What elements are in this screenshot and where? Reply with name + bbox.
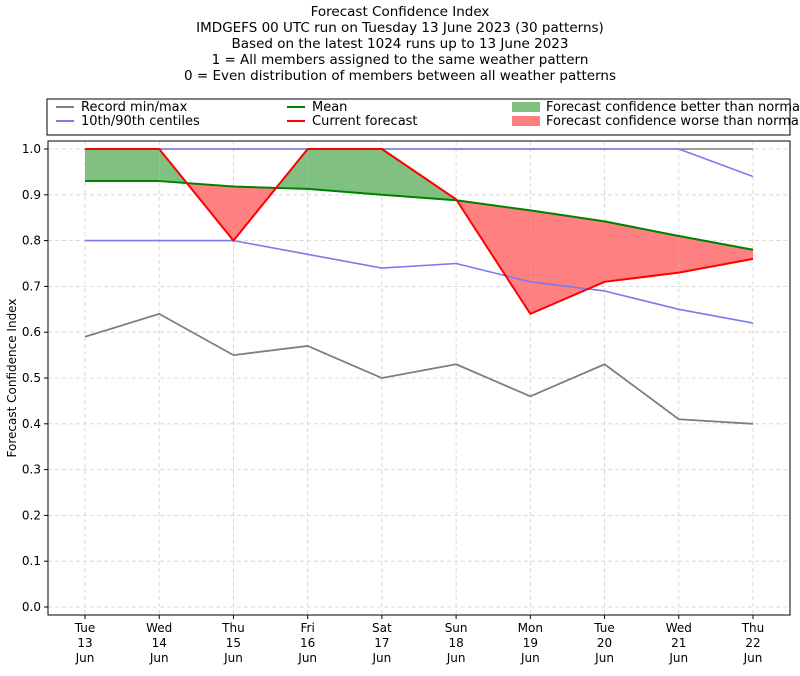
legend-frame bbox=[46, 98, 791, 136]
series-lines bbox=[84, 148, 754, 425]
line-10th-centile bbox=[85, 239, 754, 324]
x-tick-label: 21 bbox=[671, 636, 686, 650]
chart-subtitle-run: IMDGEFS 00 UTC run on Tuesday 13 June 20… bbox=[196, 20, 604, 36]
y-tick-label: 0.3 bbox=[22, 463, 41, 477]
line-mean bbox=[85, 180, 754, 251]
x-tick-label: Mon bbox=[518, 621, 543, 635]
x-tick-label: Thu bbox=[221, 621, 245, 635]
y-tick-label: 0.8 bbox=[22, 234, 41, 248]
legend-label: Current forecast bbox=[312, 114, 418, 129]
x-tick-label: Fri bbox=[301, 621, 315, 635]
x-tick-label: Wed bbox=[146, 621, 172, 635]
x-tick-label: 22 bbox=[745, 636, 760, 650]
legend-swatch bbox=[512, 116, 540, 126]
x-tick-label: 14 bbox=[152, 636, 167, 650]
y-tick-label: 0.4 bbox=[22, 417, 41, 431]
grid bbox=[48, 141, 790, 615]
x-tick-label: Tue bbox=[74, 621, 96, 635]
fill-better-than-normal bbox=[85, 149, 160, 182]
y-tick-label: 0.1 bbox=[22, 554, 41, 568]
x-tick-label: Jun bbox=[743, 651, 763, 665]
line-current-forecast bbox=[85, 148, 754, 315]
y-tick-label: 0.0 bbox=[22, 600, 41, 614]
x-tick-label: Jun bbox=[149, 651, 169, 665]
x-tick-label: Sun bbox=[445, 621, 468, 635]
legend-swatch bbox=[512, 102, 540, 112]
line-record-min bbox=[84, 312, 754, 425]
x-tick-label: Sat bbox=[372, 621, 392, 635]
fill-better-than-normal bbox=[307, 149, 382, 195]
chart-title: Forecast Confidence Index bbox=[310, 4, 490, 20]
legend-label: Record min/max bbox=[81, 100, 188, 115]
fill-worse-than-normal bbox=[678, 236, 753, 273]
y-tick-label: 0.5 bbox=[22, 371, 41, 385]
legend-label: Mean bbox=[312, 100, 347, 115]
chart-subtitle-one: 1 = All members assigned to the same wea… bbox=[211, 52, 589, 68]
y-tick-label: 0.6 bbox=[22, 325, 41, 339]
legend-label: Forecast confidence better than normal bbox=[546, 100, 800, 115]
x-tick-label: Jun bbox=[520, 651, 540, 665]
chart-subtitle-runs: Based on the latest 1024 runs up to 13 J… bbox=[231, 36, 569, 52]
x-tick-label: Jun bbox=[668, 651, 688, 665]
x-tick-label: Wed bbox=[666, 621, 692, 635]
y-tick-label: 0.7 bbox=[22, 279, 41, 293]
x-tick-label: Jun bbox=[297, 651, 317, 665]
y-tick-label: 0.2 bbox=[22, 508, 41, 522]
x-tick-label: Thu bbox=[741, 621, 765, 635]
x-tick-label: 17 bbox=[374, 636, 389, 650]
chart-subtitle-zero: 0 = Even distribution of members between… bbox=[183, 68, 617, 84]
y-axis: 0.0 0.1 0.2 0.3 0.4 0.5 0.6 0.7 0.8 0.9 1.0 bbox=[22, 142, 48, 614]
x-tick-label: Jun bbox=[594, 651, 614, 665]
chart-titles: Forecast Confidence Index IMDGEFS 00 UTC… bbox=[0, 4, 800, 84]
x-tick-label: Jun bbox=[446, 651, 466, 665]
x-tick-label: 15 bbox=[226, 636, 241, 650]
x-tick-label: 19 bbox=[523, 636, 538, 650]
x-tick-label: 13 bbox=[77, 636, 92, 650]
x-tick-label: 16 bbox=[300, 636, 315, 650]
legend-label: 10th/90th centiles bbox=[81, 114, 200, 129]
x-tick-label: Jun bbox=[223, 651, 243, 665]
line-90th-centile bbox=[85, 148, 754, 178]
fill-worse-than-normal bbox=[604, 221, 679, 282]
x-tick-label: 18 bbox=[448, 636, 463, 650]
y-axis-label: Forecast Confidence Index bbox=[5, 299, 19, 458]
x-tick-label: Jun bbox=[75, 651, 95, 665]
x-tick-label: 20 bbox=[597, 636, 612, 650]
x-axis: Tue13JunWed14JunThu15JunFri16JunSat17Jun… bbox=[74, 615, 765, 665]
y-tick-label: 0.9 bbox=[22, 188, 41, 202]
y-tick-label: 1.0 bbox=[22, 142, 41, 156]
legend-label: Forecast confidence worse than normal bbox=[546, 114, 800, 129]
x-tick-label: Tue bbox=[593, 621, 615, 635]
x-tick-label: Jun bbox=[372, 651, 392, 665]
